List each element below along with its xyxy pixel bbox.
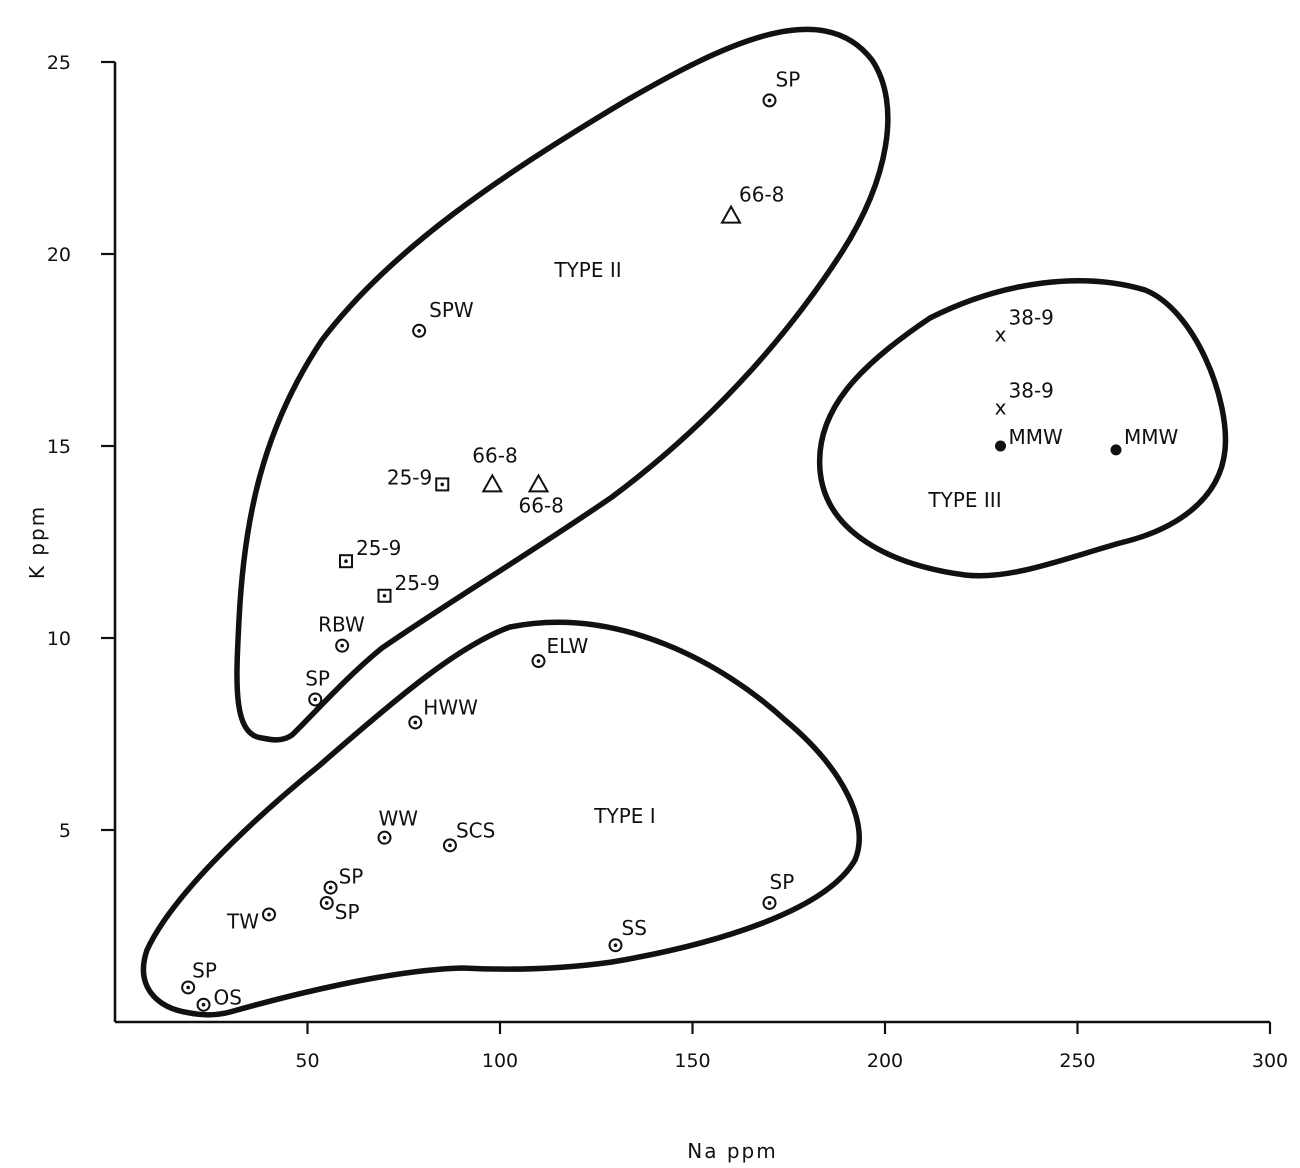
- data-point: 25-9: [379, 571, 440, 602]
- point-label: 38-9: [1009, 306, 1054, 330]
- point-label: 25-9: [387, 465, 432, 489]
- point-marker-center: [186, 986, 190, 990]
- y-tick-label: 25: [47, 52, 71, 74]
- data-point: SP: [182, 958, 217, 993]
- point-label: SCS: [456, 818, 495, 842]
- point-marker-center: [383, 594, 387, 598]
- data-point: 66-8: [472, 443, 517, 491]
- point-label: SP: [770, 870, 795, 894]
- point-marker-center: [768, 99, 772, 103]
- point-marker-triangle: [530, 475, 548, 491]
- data-point: 25-9: [387, 465, 448, 490]
- x-tick-label: 250: [1059, 1050, 1095, 1072]
- point-label: OS: [214, 986, 242, 1010]
- x-tick-label: 150: [674, 1050, 710, 1072]
- point-marker-triangle: [722, 207, 740, 223]
- point-label: 66-8: [472, 443, 517, 467]
- data-point: SP: [321, 897, 360, 924]
- x-tick-label: 50: [295, 1050, 319, 1072]
- data-point: ELW: [533, 634, 589, 667]
- point-label: SP: [192, 958, 217, 982]
- point-marker-x: x: [995, 323, 1007, 347]
- data-point: SS: [610, 916, 647, 951]
- point-label: TW: [226, 909, 259, 933]
- data-point: WW: [379, 807, 419, 844]
- point-marker-center: [440, 483, 444, 487]
- point-label: ELW: [547, 634, 589, 658]
- data-point: 66-8: [519, 475, 564, 517]
- point-marker-x: x: [995, 396, 1007, 420]
- point-marker-center: [383, 836, 387, 840]
- point-label: MMW: [1124, 425, 1179, 449]
- point-label: SP: [339, 865, 364, 889]
- x-tick-label: 100: [482, 1050, 518, 1072]
- point-label: HWW: [423, 695, 478, 719]
- point-marker-filled-circle: [995, 441, 1006, 452]
- point-marker-center: [325, 901, 329, 905]
- point-marker-center: [313, 698, 317, 702]
- region-label-type-i: TYPE I: [593, 804, 655, 828]
- point-marker-center: [267, 913, 271, 917]
- data-point: OS: [198, 986, 242, 1011]
- data-point: x38-9: [995, 379, 1054, 420]
- data-point: MMW: [995, 425, 1063, 452]
- data-point: 66-8: [722, 183, 784, 223]
- data-point: x38-9: [995, 306, 1054, 347]
- point-label: 38-9: [1009, 379, 1054, 403]
- marks-layer: SP 66-8 SPW 25-9 66-8 66-8 25-9 25-9 RBW SP ELW HWW…: [182, 67, 1178, 1010]
- region-type-i-outline: [144, 622, 860, 1014]
- data-point: SP: [764, 870, 795, 909]
- data-point: SP: [764, 67, 801, 106]
- point-marker-center: [329, 886, 333, 890]
- point-label: 25-9: [356, 536, 401, 560]
- data-point: RBW: [318, 613, 365, 652]
- point-marker-center: [414, 721, 418, 725]
- data-point: SP: [325, 865, 364, 894]
- point-label: SS: [622, 916, 647, 940]
- point-label: SPW: [429, 298, 474, 322]
- point-label: 25-9: [395, 571, 440, 595]
- point-label: SP: [305, 666, 330, 690]
- y-axis-title: K ppm: [25, 505, 49, 579]
- data-point: SPW: [413, 298, 474, 337]
- y-tick-label: 10: [47, 628, 71, 650]
- point-marker-center: [768, 901, 772, 905]
- point-marker-center: [417, 329, 421, 333]
- data-point: SCS: [444, 818, 495, 851]
- point-label: MMW: [1009, 425, 1064, 449]
- y-tick-label: 20: [47, 244, 71, 266]
- point-label: RBW: [318, 613, 365, 637]
- x-axis-title: Na ppm: [687, 1139, 777, 1163]
- point-marker-center: [614, 943, 618, 947]
- point-marker-center: [344, 559, 348, 563]
- regions-layer: TYPE I TYPE II TYPE III: [144, 29, 1226, 1014]
- data-point: TW: [226, 908, 275, 933]
- data-point: HWW: [409, 695, 478, 728]
- point-label: WW: [379, 807, 419, 831]
- data-point: 25-9: [340, 536, 401, 567]
- point-marker-center: [202, 1003, 206, 1007]
- point-marker-center: [537, 659, 541, 663]
- point-label: SP: [776, 67, 801, 91]
- point-label: 66-8: [739, 183, 784, 207]
- point-label: 66-8: [519, 493, 564, 517]
- y-tick-label: 15: [47, 436, 71, 458]
- point-marker-filled-circle: [1111, 444, 1122, 455]
- point-label: SP: [335, 900, 360, 924]
- point-marker-center: [340, 644, 344, 648]
- region-label-type-iii: TYPE III: [927, 488, 1001, 512]
- data-point: MMW: [1111, 425, 1179, 456]
- x-tick-label: 300: [1252, 1050, 1288, 1072]
- point-marker-center: [448, 844, 452, 848]
- point-marker-triangle: [483, 475, 501, 491]
- y-tick-label: 5: [59, 820, 71, 842]
- x-tick-label: 200: [867, 1050, 903, 1072]
- region-label-type-ii: TYPE II: [553, 258, 621, 282]
